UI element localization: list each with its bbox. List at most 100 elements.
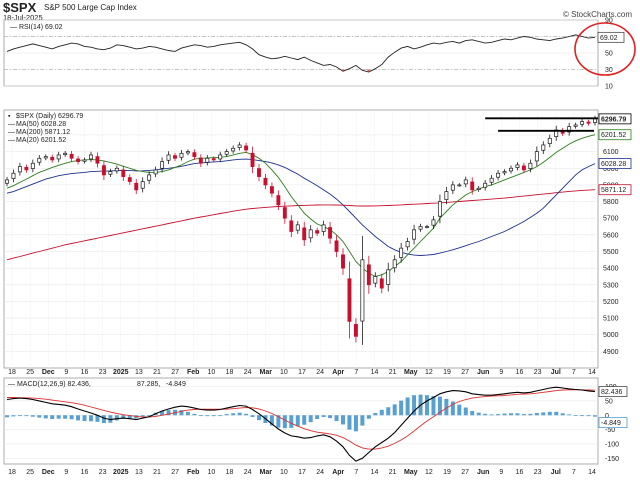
price-tick-label: 6000 — [603, 166, 619, 173]
price-last-value-label: 6201.52 — [601, 132, 626, 139]
macd-histogram-bar — [11, 415, 16, 417]
candle-body — [82, 159, 87, 162]
price-x-tick-label: 21 — [153, 369, 161, 376]
macd-tick-label: -100 — [605, 441, 619, 448]
candle-body — [289, 220, 294, 232]
macd-histogram-bar — [373, 412, 378, 416]
candle-body — [547, 137, 552, 144]
candle-body — [76, 158, 81, 162]
candle-body — [541, 144, 546, 151]
macd-histogram-bar — [160, 410, 165, 416]
price-tick-label: 5500 — [603, 249, 619, 256]
price-x-tick-label: May — [404, 369, 418, 376]
macd-panel-frame — [3, 377, 599, 465]
candle-body — [269, 186, 274, 194]
macd-histogram-bar — [360, 415, 365, 426]
macd-signal-line — [7, 389, 596, 450]
candle-body — [366, 264, 371, 286]
candle-body — [205, 157, 210, 163]
candle-body — [17, 166, 22, 173]
macd-x-tick-label: 23 — [534, 469, 542, 476]
macd-line — [6, 386, 596, 462]
macd-histogram-bar — [269, 415, 274, 426]
macd-histogram-bar — [205, 415, 210, 417]
candle-body — [160, 161, 165, 169]
macd-x-tick-label: 27 — [461, 469, 469, 476]
candle-body — [444, 191, 449, 200]
candle-body — [231, 147, 236, 152]
candle-body — [457, 184, 462, 187]
macd-histogram-bar — [231, 413, 236, 416]
price-last-value-box — [598, 184, 632, 196]
candle-body — [114, 167, 119, 172]
candle-body — [140, 181, 145, 189]
macd-x-tick-label: 14 — [588, 469, 596, 476]
candle-body — [108, 171, 113, 175]
candle-body — [250, 152, 255, 167]
price-x-tick-label: 23 — [99, 369, 107, 376]
macd-histogram-bar — [179, 410, 184, 416]
price-legend-marker: — — [8, 129, 15, 136]
macd-x-tick-label: 16 — [516, 469, 524, 476]
candle-body — [153, 169, 158, 175]
macd-histogram-bar — [82, 415, 87, 421]
candle-body — [63, 152, 68, 155]
macd-tick-label: 50 — [605, 398, 613, 405]
price-x-tick-label: 7 — [572, 369, 576, 376]
price-x-tick-label: Jun — [477, 369, 489, 376]
macd-x-tick-label: Apr — [332, 469, 344, 476]
macd-histogram-bar — [185, 411, 190, 416]
macd-x-tick-label: 14 — [371, 469, 379, 476]
macd-hist-last-value-box — [598, 417, 628, 429]
macd-histogram-bar — [192, 413, 197, 416]
price-x-tick-label: 21 — [389, 369, 397, 376]
macd-histogram-bar — [43, 415, 48, 419]
rsi-tick-label: 10 — [605, 84, 613, 91]
candle-body — [315, 230, 320, 234]
macd-histogram-bar — [463, 407, 468, 416]
macd-histogram-bar — [5, 415, 9, 418]
macd-histogram-bar — [366, 415, 371, 419]
macd-histogram-bar — [534, 412, 539, 416]
macd-x-tick-label: Jun — [477, 469, 489, 476]
price-x-tick-label: 12 — [425, 369, 433, 376]
macd-histogram-bar — [444, 398, 449, 416]
candle-body — [89, 154, 93, 160]
price-x-tick-label: 10 — [207, 369, 215, 376]
macd-histogram-bar — [321, 415, 326, 417]
macd-histogram-bar — [528, 413, 533, 416]
macd-histogram-bar — [302, 415, 307, 425]
macd-histogram-bar — [282, 415, 287, 429]
candle-body — [24, 166, 29, 171]
price-x-tick-label: 25 — [26, 369, 34, 376]
price-legend-marker: — — [8, 137, 15, 144]
price-x-tick-label: Feb — [187, 369, 199, 376]
macd-histogram-bar — [257, 415, 261, 421]
price-x-tick-label: 23 — [534, 369, 542, 376]
macd-x-tick-label: 10 — [280, 469, 288, 476]
price-x-tick-label: 14 — [371, 369, 379, 376]
macd-histogram-bar — [560, 413, 565, 416]
candle-body — [373, 276, 378, 284]
macd-histogram-bar — [121, 415, 126, 419]
macd-histogram-bar — [399, 400, 404, 416]
candle-body — [489, 177, 494, 183]
price-last-value-box — [598, 113, 632, 125]
rsi-last-value-label: 69.02 — [600, 35, 618, 42]
macd-histogram-bar — [593, 415, 597, 417]
candle-body — [360, 259, 365, 322]
macd-histogram-bar — [17, 415, 22, 417]
price-tick-label: 5300 — [603, 282, 619, 289]
price-x-tick-label: Apr — [332, 369, 344, 376]
macd-histogram-bar — [108, 415, 113, 423]
macd-histogram-bar — [127, 415, 132, 419]
candle-body — [5, 179, 9, 184]
chart-symbol: $SPX — [3, 0, 37, 15]
candle-body — [502, 171, 507, 174]
macd-histogram-bar — [63, 415, 68, 419]
price-tick-label: 5100 — [603, 316, 619, 323]
macd-histogram-bar — [295, 415, 300, 426]
candle-body — [134, 182, 139, 191]
macd-tick-label: -50 — [605, 427, 615, 434]
macd-x-tick-label: 23 — [99, 469, 107, 476]
